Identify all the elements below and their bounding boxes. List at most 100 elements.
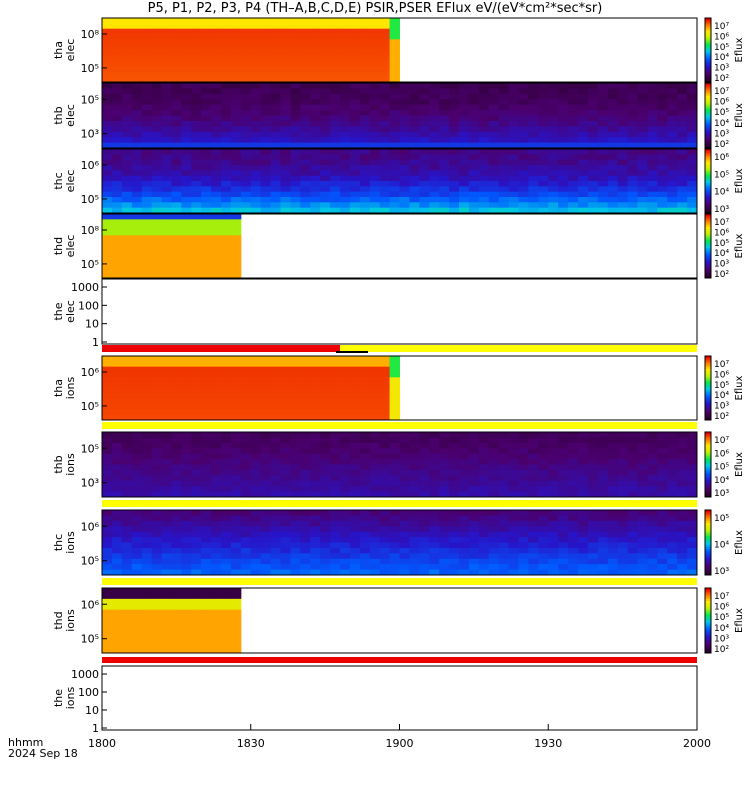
heatmap-cell: [459, 126, 470, 133]
heatmap-cell: [617, 520, 629, 527]
heatmap-cell: [111, 388, 123, 394]
heatmap-cell: [121, 104, 133, 111]
heatmap-cell: [300, 437, 311, 444]
heatmap-cell: [270, 104, 281, 111]
heatmap-cell: [340, 393, 351, 400]
heatmap-cell: [290, 126, 301, 133]
colorbar-cell: [705, 377, 711, 380]
colorbar-cell: [705, 360, 711, 363]
heatmap-cell: [498, 93, 510, 100]
heatmap-cell: [102, 636, 113, 643]
y-tick-label: 10⁵: [81, 400, 99, 413]
heatmap-cell: [369, 39, 381, 46]
heatmap-cell: [548, 159, 559, 166]
colorbar-cell: [705, 516, 711, 520]
heatmap-cell: [330, 361, 341, 368]
heatmap-cell: [300, 432, 311, 438]
heatmap-cell: [111, 526, 123, 533]
heatmap-cell: [240, 55, 252, 62]
heatmap-cell: [171, 377, 182, 384]
colorbar-cell: [705, 559, 711, 563]
heatmap-cell: [221, 382, 232, 389]
heatmap-cell: [111, 28, 123, 35]
heatmap-cell: [528, 104, 539, 111]
heatmap-cell: [201, 50, 212, 56]
heatmap-cell: [240, 547, 252, 554]
colorbar-cell: [705, 202, 711, 205]
colorbar-tick-label: 10²: [714, 270, 729, 280]
heatmap-cell: [429, 170, 440, 177]
heatmap-cell: [478, 191, 490, 198]
heatmap-cell: [121, 142, 133, 149]
heatmap-cell: [488, 432, 500, 438]
heatmap-cell: [548, 186, 559, 193]
heatmap-cell: [568, 191, 579, 198]
heatmap-cell: [538, 110, 549, 116]
heatmap-cell: [211, 547, 222, 554]
heatmap-cell: [528, 115, 539, 122]
heatmap-cell: [221, 60, 232, 67]
heatmap-cell: [151, 71, 162, 78]
heatmap-cell: [320, 115, 331, 122]
heatmap-cell: [677, 547, 688, 554]
heatmap-cell: [171, 137, 182, 144]
heatmap-cell: [230, 230, 242, 236]
heatmap-cell: [300, 553, 311, 560]
heatmap-cell: [111, 83, 123, 89]
heatmap-cell: [191, 197, 202, 203]
colorbar-cell: [705, 151, 711, 154]
heatmap-cell: [468, 110, 480, 116]
heatmap-cell: [389, 191, 400, 198]
heatmap-cell: [250, 186, 262, 193]
heatmap-cell: [488, 202, 500, 209]
heatmap-cell: [468, 159, 480, 166]
heatmap-cell: [111, 615, 123, 621]
heatmap-cell: [102, 50, 113, 56]
colorbar-cell: [705, 119, 711, 123]
heatmap-cell: [568, 437, 579, 444]
heatmap-cell: [171, 398, 182, 405]
heatmap-cell: [250, 197, 262, 203]
heatmap-cell: [310, 104, 321, 111]
heatmap-cell: [201, 361, 212, 368]
heatmap-cell: [211, 636, 222, 643]
heatmap-cell: [677, 448, 688, 455]
heatmap-cell: [221, 154, 232, 161]
heatmap-cell: [468, 197, 480, 203]
heatmap-cell: [677, 197, 688, 203]
heatmap-cell: [409, 564, 420, 571]
heatmap-cell: [488, 159, 500, 166]
colorbar-cell: [705, 494, 711, 498]
heatmap-cell: [330, 18, 341, 24]
heatmap-cell: [191, 372, 202, 378]
heatmap-cell: [399, 165, 410, 171]
heatmap-cell: [121, 442, 133, 449]
heatmap-cell: [340, 453, 351, 460]
heatmap-cell: [221, 526, 232, 533]
heatmap-cell: [171, 520, 182, 527]
heatmap-cell: [111, 620, 123, 627]
colorbar-cell: [705, 438, 711, 442]
heatmap-cell: [201, 170, 212, 177]
heatmap-cell: [250, 356, 262, 362]
colorbar-cell: [705, 168, 711, 171]
colorbar-cell: [705, 413, 711, 417]
heatmap-cell: [379, 366, 391, 373]
heatmap-cell: [161, 165, 172, 171]
heatmap-cell: [607, 453, 619, 460]
heatmap-cell: [260, 510, 272, 516]
heatmap-cell: [449, 186, 460, 193]
heatmap-cell: [379, 191, 391, 198]
heatmap-cell: [468, 569, 480, 576]
heatmap-cell: [171, 23, 182, 30]
heatmap-cell: [290, 356, 301, 362]
heatmap-cell: [230, 361, 242, 368]
heatmap-cell: [300, 110, 311, 116]
heatmap-cell: [528, 459, 539, 465]
heatmap-cell: [349, 44, 361, 51]
heatmap-cell: [607, 186, 619, 193]
heatmap-cell: [340, 88, 351, 95]
heatmap-cell: [221, 28, 232, 35]
heatmap-cell: [568, 126, 579, 133]
heatmap-cell: [280, 137, 291, 144]
